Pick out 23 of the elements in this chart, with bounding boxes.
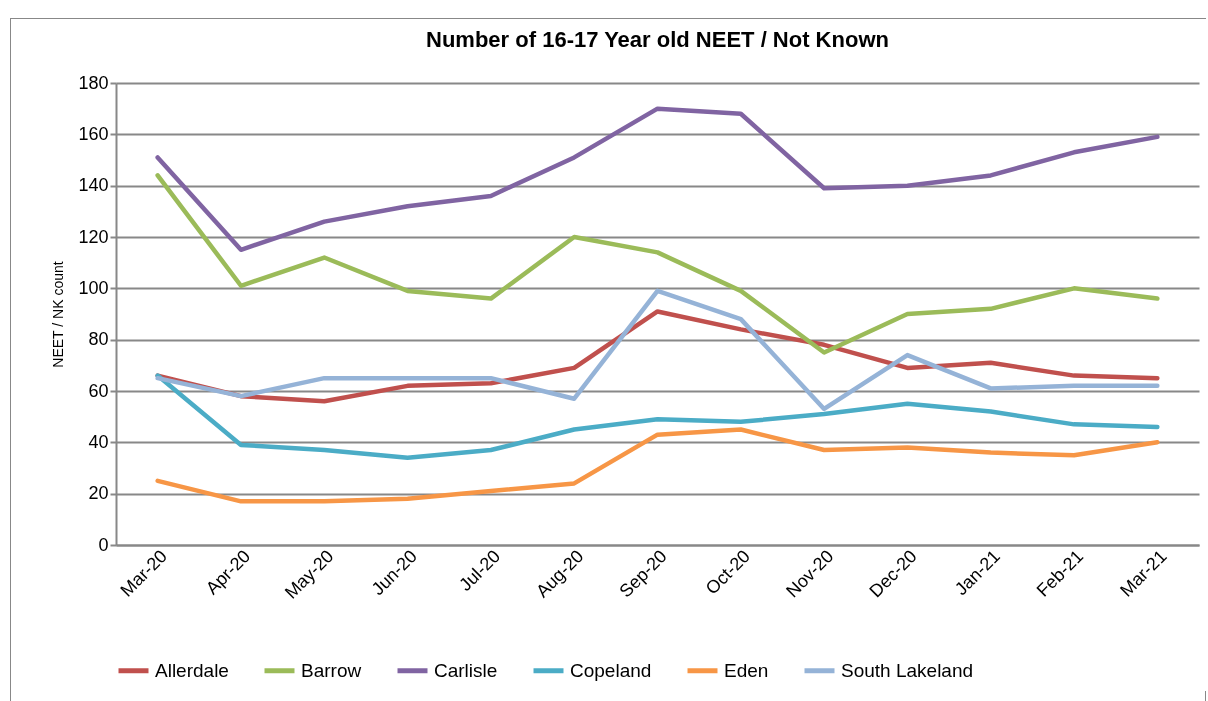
y-tick-label: 40 [88,431,109,452]
y-tick-label: 0 [98,534,109,555]
legend-label: Eden [724,659,769,681]
legend-label: Copeland [570,659,652,681]
y-tick-label: 140 [78,175,109,196]
line-series [155,106,1160,253]
y-axis-title: NEET / NK count [50,261,67,368]
y-tick-label: 160 [78,123,109,144]
y-tick-label: 120 [78,226,109,247]
y-tick-label: 100 [78,277,109,298]
chart-title: Number of 16-17 Year old NEET / Not Known [426,27,889,52]
legend-label: Allerdale [155,659,229,681]
legend-label: Barrow [301,659,362,681]
y-tick-label: 80 [88,329,109,350]
legend-label: South Lakeland [841,659,974,681]
y-tick-label: 180 [78,72,109,93]
line-series [155,373,1160,460]
line-series [155,427,1160,504]
line-series [155,173,1160,355]
line-series [155,288,1160,412]
y-tick-label: 60 [88,380,109,401]
legend-label: Carlisle [434,659,498,681]
y-tick-label: 20 [88,483,109,504]
